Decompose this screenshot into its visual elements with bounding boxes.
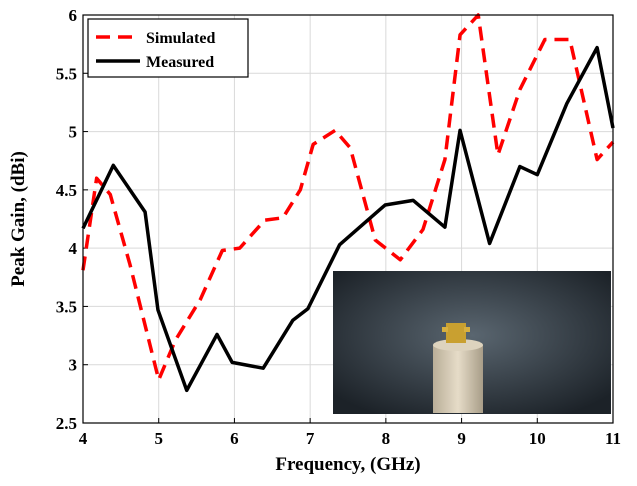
x-tick-label: 11 [605, 429, 621, 448]
series-line [81, 13, 615, 382]
y-tick-label: 4 [69, 239, 78, 258]
y-tick-label: 3.5 [56, 297, 77, 316]
x-axis-label: Frequency, (GHz) [275, 454, 420, 475]
inset-photo [333, 271, 611, 414]
legend-label: Simulated [146, 30, 215, 47]
y-tick-label: 2.5 [56, 414, 77, 433]
x-tick-label: 9 [457, 429, 466, 448]
x-tick-label: 10 [529, 429, 546, 448]
y-tick-label: 5.5 [56, 64, 77, 83]
y-axis-label: Peak Gain, (dBi) [8, 151, 29, 287]
x-tick-label: 7 [306, 429, 315, 448]
legend-label: Measured [146, 54, 214, 71]
x-tick-label: 6 [230, 429, 239, 448]
series-line [81, 45, 615, 393]
x-tick-label: 8 [382, 429, 391, 448]
y-tick-label: 5 [69, 123, 78, 142]
y-tick-label: 6 [69, 6, 78, 25]
y-tick-label: 3 [69, 356, 78, 375]
x-tick-label: 5 [154, 429, 163, 448]
legend-box [87, 18, 249, 78]
plot-frame [82, 14, 614, 424]
y-tick-label: 4.5 [56, 181, 77, 200]
x-tick-label: 4 [79, 429, 88, 448]
